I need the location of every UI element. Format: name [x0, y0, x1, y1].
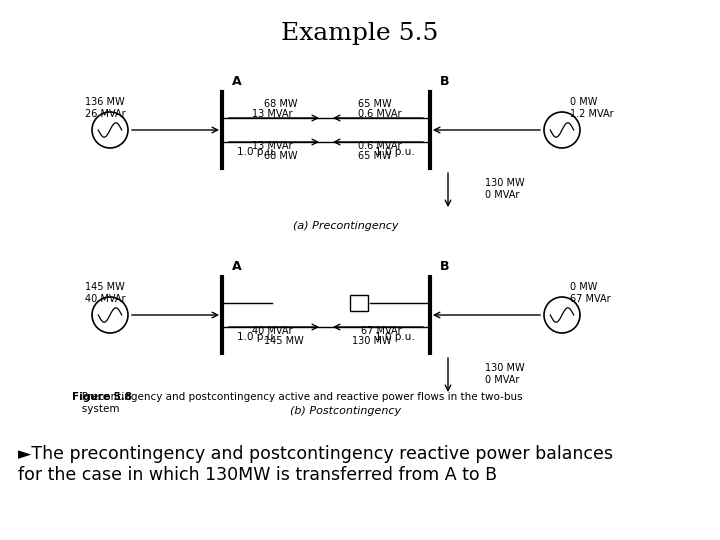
Text: 67 MVAr: 67 MVAr — [361, 326, 402, 336]
Text: 1.0 p.u.: 1.0 p.u. — [237, 332, 277, 342]
Text: 130 MW
0 MVAr: 130 MW 0 MVAr — [485, 363, 525, 385]
Text: 1.0 p.u.: 1.0 p.u. — [375, 147, 415, 157]
Text: 0 MW: 0 MW — [570, 282, 598, 292]
Text: 13 MVAr: 13 MVAr — [252, 141, 292, 151]
Text: 130 MW
0 MVAr: 130 MW 0 MVAr — [485, 178, 525, 200]
Text: 0.6 MVAr: 0.6 MVAr — [359, 109, 402, 119]
Text: 0.6 MVAr: 0.6 MVAr — [359, 141, 402, 151]
Bar — [350, 295, 368, 311]
Text: 68 MW: 68 MW — [264, 99, 297, 109]
Text: 1.0 p.u.: 1.0 p.u. — [375, 332, 415, 342]
Text: 65 MW: 65 MW — [359, 99, 392, 109]
Text: 26 MVAr: 26 MVAr — [85, 109, 125, 119]
Text: 0 MW: 0 MW — [570, 97, 598, 107]
Text: 67 MVAr: 67 MVAr — [570, 294, 611, 304]
Text: 68 MW: 68 MW — [264, 151, 297, 161]
Text: A: A — [232, 260, 242, 273]
Text: B: B — [440, 75, 449, 88]
Text: 136 MW: 136 MW — [85, 97, 125, 107]
Text: B: B — [440, 260, 449, 273]
Text: ►The precontingency and postcontingency reactive power balances
for the case in : ►The precontingency and postcontingency … — [18, 445, 613, 484]
Text: Precontingency and postcontingency active and reactive power flows in the two-bu: Precontingency and postcontingency activ… — [72, 392, 523, 414]
Text: 145 MW: 145 MW — [85, 282, 125, 292]
Text: A: A — [232, 75, 242, 88]
Text: (a) Precontingency: (a) Precontingency — [293, 221, 399, 231]
Text: 40 MVAr: 40 MVAr — [252, 326, 292, 336]
Text: Example 5.5: Example 5.5 — [282, 22, 438, 45]
Text: Figure 5.8: Figure 5.8 — [72, 392, 132, 402]
Text: (b) Postcontingency: (b) Postcontingency — [290, 406, 402, 416]
Text: 1.2 MVAr: 1.2 MVAr — [570, 109, 613, 119]
Text: 1.0 p.u.: 1.0 p.u. — [237, 147, 277, 157]
Text: 65 MW: 65 MW — [359, 151, 392, 161]
Text: 130 MW: 130 MW — [352, 336, 392, 346]
Text: 40 MVAr: 40 MVAr — [85, 294, 125, 304]
Text: 145 MW: 145 MW — [264, 336, 304, 346]
Text: 13 MVAr: 13 MVAr — [252, 109, 292, 119]
